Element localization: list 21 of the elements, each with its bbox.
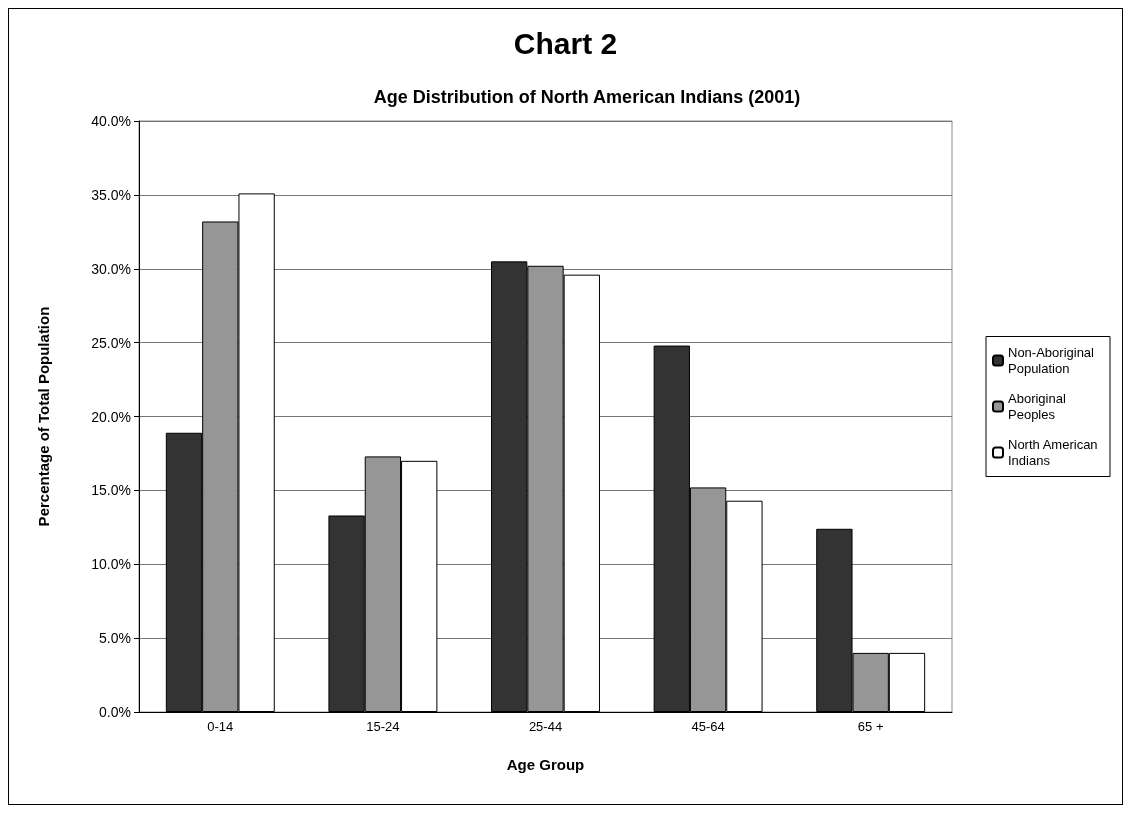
y-tick-label: 20.0%: [91, 408, 131, 425]
x-tick-label: 0-14: [207, 719, 234, 734]
y-tick-label: 15.0%: [91, 482, 131, 499]
y-tick-label: 5.0%: [99, 630, 131, 647]
legend-label: North American Indians: [1008, 437, 1102, 468]
legend-label: Aboriginal Peoples: [1008, 391, 1070, 422]
y-tick-label: 0.0%: [99, 704, 131, 720]
y-axis-title: Percentage of Total Population: [35, 306, 52, 527]
legend-label: Non-Aboriginal Population: [1008, 345, 1098, 376]
y-tick-label: 35.0%: [91, 186, 131, 203]
x-tick-label: 45-64: [691, 719, 725, 734]
y-tick-label: 25.0%: [91, 334, 131, 351]
x-tick-label: 25-44: [528, 719, 563, 734]
x-tick-label: 15-24: [366, 719, 400, 734]
y-tick-label: 40.0%: [91, 113, 131, 129]
x-tick-label: 65 +: [857, 719, 884, 734]
x-axis-title: Age Group: [506, 756, 585, 773]
y-tick-label: 10.0%: [91, 556, 131, 573]
chart-title: Chart 2: [513, 26, 618, 60]
chart-subtitle: Age Distribution of North American Indians (2001): [373, 87, 801, 107]
y-tick-label: 30.0%: [91, 260, 131, 277]
